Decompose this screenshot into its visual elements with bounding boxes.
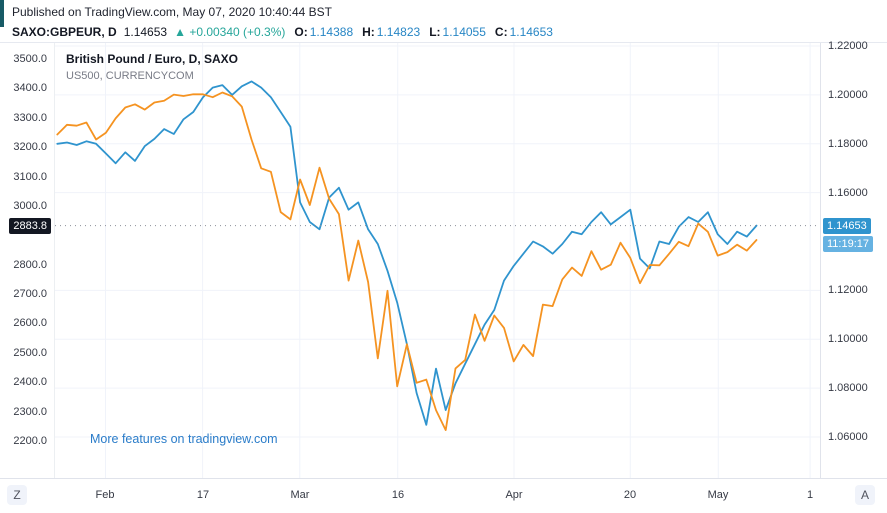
change-value: +0.00340 (+0.3%) — [189, 25, 286, 39]
right-axis-tick: 1.08000 — [828, 382, 868, 394]
left-axis-tick: 2600.0 — [13, 317, 47, 329]
open-label: O: — [294, 25, 308, 39]
close-value: 1.14653 — [509, 25, 553, 39]
right-axis-tick: 1.22000 — [828, 40, 868, 52]
bar-countdown-badge: 11:19:17 — [823, 236, 874, 252]
published-line: Published on TradingView.com, May 07, 20… — [12, 5, 332, 19]
left-axis-tick: 2500.0 — [13, 347, 47, 359]
time-axis-tick: Apr — [505, 489, 523, 501]
time-axis-tick: 20 — [623, 489, 637, 501]
open-value: 1.14388 — [309, 25, 354, 39]
left-axis-tick: 3500.0 — [13, 53, 47, 65]
left-axis-tick: 2300.0 — [13, 406, 47, 418]
time-axis-tick: 17 — [196, 489, 210, 501]
left-axis-tick: 2700.0 — [13, 288, 47, 300]
chart-canvas — [55, 43, 820, 478]
right-price-axis[interactable]: 1.14653 11:19:17 1.22000 1.20000 1.18000 1.… — [820, 40, 887, 478]
left-axis-tick: 2200.0 — [13, 435, 47, 447]
time-axis-tick: 16 — [391, 489, 405, 501]
left-axis-tick: 3100.0 — [13, 171, 47, 183]
left-axis-tick: 2800.0 — [13, 259, 47, 271]
open-pair: O: 1.14388 — [294, 25, 353, 39]
left-axis-tick: 3000.0 — [13, 200, 47, 212]
low-value: 1.14055 — [442, 25, 486, 39]
right-axis-tick: 1.06000 — [828, 431, 868, 443]
auto-scale-button[interactable]: A — [855, 485, 875, 505]
time-axis-tick: 1 — [806, 489, 814, 501]
header-divider — [0, 42, 887, 43]
time-axis-tick: Mar — [290, 489, 310, 501]
close-pair: C: 1.14653 — [495, 25, 553, 39]
left-axis-tick: 3400.0 — [13, 82, 47, 94]
timezone-button[interactable]: Z — [7, 485, 27, 505]
time-axis-tick: May — [707, 489, 729, 501]
right-axis-tick: 1.10000 — [828, 333, 868, 345]
left-axis-tick: 3200.0 — [13, 141, 47, 153]
time-axis-tick: Feb — [95, 489, 115, 501]
time-axis[interactable]: Z A Feb 17 Mar 16 Apr 20 May 1 — [0, 478, 887, 513]
low-label: L: — [429, 25, 441, 39]
right-axis-tick: 1.18000 — [828, 138, 868, 150]
series-GBPEUR — [56, 80, 758, 426]
left-axis-tick: 2400.0 — [13, 376, 47, 388]
chart-subtitle[interactable]: US500, CURRENCYCOM — [66, 70, 194, 82]
tradingview-watermark-link[interactable]: More features on tradingview.com — [90, 432, 278, 446]
right-axis-tick: 1.16000 — [828, 187, 868, 199]
symbol-name[interactable]: SAXO:GBPEUR, D — [12, 25, 117, 39]
close-label: C: — [494, 25, 508, 39]
last-price: 1.14653 — [123, 25, 168, 39]
symbol-info-bar: SAXO:GBPEUR, D 1.14653 ▲ +0.00340 (+0.3%… — [12, 25, 553, 39]
left-price-badge: 2883.8 — [9, 218, 51, 234]
chart-title[interactable]: British Pound / Euro, D, SAXO — [66, 52, 239, 66]
left-price-axis[interactable]: 2883.8 3500.0 3400.0 3300.0 3200.0 3100.0 300… — [0, 43, 55, 478]
current-price-badge: 1.14653 — [823, 218, 871, 234]
series-US500 — [56, 91, 758, 432]
low-pair: L: 1.14055 — [429, 25, 486, 39]
chart-legend: British Pound / Euro, D, SAXO US500, CUR… — [66, 52, 238, 82]
embed-accent-bar — [0, 0, 4, 27]
chart-plot-area[interactable]: British Pound / Euro, D, SAXO US500, CUR… — [55, 43, 820, 478]
left-axis-tick: 3300.0 — [13, 112, 47, 124]
up-arrow-icon: ▲ — [174, 25, 186, 39]
right-axis-tick: 1.20000 — [828, 89, 868, 101]
high-pair: H: 1.14823 — [362, 25, 420, 39]
high-label: H: — [362, 25, 375, 39]
price-change: ▲ +0.00340 (+0.3%) — [174, 25, 285, 39]
high-value: 1.14823 — [376, 25, 421, 39]
right-axis-tick: 1.12000 — [828, 284, 868, 296]
